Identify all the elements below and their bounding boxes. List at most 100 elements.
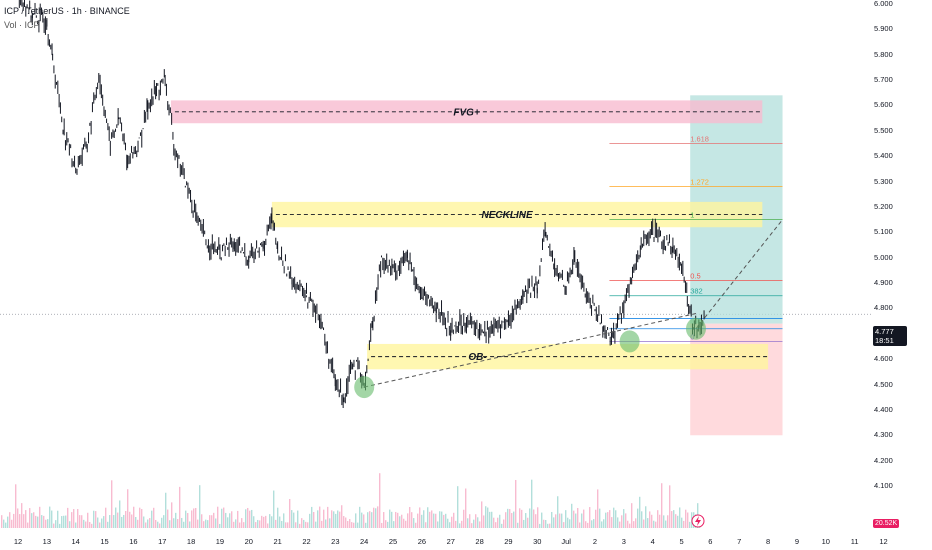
volume-bar bbox=[159, 523, 161, 528]
volume-bar bbox=[191, 510, 193, 528]
volume-bar bbox=[655, 521, 657, 528]
volume-bar bbox=[517, 522, 519, 528]
volume-bar bbox=[659, 514, 661, 528]
volume-bar bbox=[151, 510, 153, 528]
volume-bar bbox=[29, 508, 31, 528]
volume-bar bbox=[645, 506, 647, 528]
volume-bar bbox=[371, 512, 373, 528]
volume-bar bbox=[63, 515, 65, 528]
volume-bar bbox=[567, 517, 569, 528]
volume-bar bbox=[429, 511, 431, 528]
volume-bar bbox=[87, 512, 89, 528]
volume-bar bbox=[667, 515, 669, 528]
volume-bar bbox=[353, 522, 355, 528]
volume-bar bbox=[597, 489, 599, 528]
volume-bar bbox=[345, 517, 347, 528]
fib-level-label: 382 bbox=[690, 287, 703, 296]
volume-bar bbox=[369, 511, 371, 528]
price-tick: 5.500 bbox=[874, 125, 893, 135]
volume-bar bbox=[305, 521, 307, 528]
volume-bar bbox=[193, 508, 195, 528]
volume-bar bbox=[257, 519, 259, 528]
volume-bar bbox=[403, 518, 405, 528]
volume-bar bbox=[281, 520, 283, 528]
volume-bar bbox=[533, 509, 535, 528]
zone-label: NECKLINE bbox=[482, 210, 533, 221]
volume-bar bbox=[439, 511, 441, 528]
volume-bar bbox=[595, 509, 597, 528]
volume-title: Vol · ICP bbox=[4, 20, 40, 30]
volume-bar bbox=[613, 507, 615, 528]
volume-bar bbox=[89, 522, 91, 528]
volume-bar bbox=[303, 519, 305, 528]
volume-bar bbox=[157, 521, 159, 528]
volume-bar bbox=[155, 519, 157, 528]
volume-bar bbox=[449, 522, 451, 528]
volume-bar bbox=[565, 510, 567, 528]
volume-bar bbox=[123, 514, 125, 528]
volume-bar bbox=[375, 508, 377, 528]
volume-bar bbox=[623, 509, 625, 528]
volume-bar bbox=[249, 510, 251, 528]
chart-canvas[interactable]: FVG+ NECKLINE OB- 1.618 1.272 1 0.5 3 8 20 bbox=[0, 0, 872, 550]
volume-bar bbox=[605, 512, 607, 528]
volume-bar bbox=[325, 519, 327, 528]
volume-bar bbox=[579, 522, 581, 528]
volume-bar bbox=[551, 511, 553, 528]
volume-bar bbox=[321, 520, 323, 528]
volume-bar bbox=[545, 520, 547, 528]
volume-bar bbox=[519, 508, 521, 528]
volume-bar bbox=[265, 515, 267, 528]
volume-bar bbox=[247, 507, 249, 528]
volume-bar bbox=[635, 518, 637, 528]
volume-bar bbox=[73, 509, 75, 528]
volume-bar bbox=[547, 523, 549, 528]
swing-low-marker bbox=[685, 317, 706, 340]
volume-bar bbox=[493, 517, 495, 528]
volume-bar bbox=[361, 512, 363, 528]
volume-bar bbox=[347, 521, 349, 528]
volume-bar bbox=[481, 501, 483, 528]
volume-bar bbox=[319, 506, 321, 528]
volume-bar bbox=[675, 514, 677, 528]
volume-bar bbox=[405, 520, 407, 528]
volume-bar bbox=[317, 510, 319, 528]
volume-bar bbox=[207, 520, 209, 528]
volume-bar bbox=[183, 521, 185, 528]
volume-bar bbox=[451, 516, 453, 528]
volume-bar bbox=[385, 520, 387, 528]
volume-bar bbox=[637, 508, 639, 528]
volume-bar bbox=[51, 510, 53, 528]
volume-bar bbox=[497, 517, 499, 528]
volume-bar bbox=[629, 523, 631, 528]
volume-bar bbox=[367, 512, 369, 528]
volume-bar bbox=[649, 511, 651, 528]
volume-bar bbox=[251, 509, 253, 528]
volume-bar bbox=[237, 510, 239, 528]
volume-bar bbox=[241, 518, 243, 528]
volume-bar bbox=[61, 516, 63, 528]
volume-bar bbox=[485, 506, 487, 528]
volume-bar bbox=[365, 522, 367, 528]
volume-bar bbox=[53, 523, 55, 528]
time-tick: 20 bbox=[244, 537, 253, 546]
volume-bar bbox=[129, 511, 131, 528]
volume-bar bbox=[231, 511, 233, 528]
price-tick: 5.300 bbox=[874, 176, 893, 186]
volume-bar bbox=[453, 512, 455, 528]
volume-bar bbox=[407, 513, 409, 528]
volume-bar bbox=[85, 521, 87, 528]
volume-bar bbox=[175, 512, 177, 528]
volume-bar bbox=[525, 513, 527, 528]
price-tick: 5.200 bbox=[874, 201, 893, 211]
volume-bar bbox=[351, 522, 353, 528]
volume-bar bbox=[289, 499, 291, 528]
volume-bar bbox=[23, 514, 25, 528]
volume-bar bbox=[99, 522, 101, 528]
volume-bar bbox=[255, 522, 257, 528]
volume-bar bbox=[437, 521, 439, 528]
volume-bar bbox=[417, 513, 419, 528]
volume-bar bbox=[55, 520, 57, 528]
volume-bar bbox=[149, 518, 151, 528]
volume-bar bbox=[173, 518, 175, 528]
